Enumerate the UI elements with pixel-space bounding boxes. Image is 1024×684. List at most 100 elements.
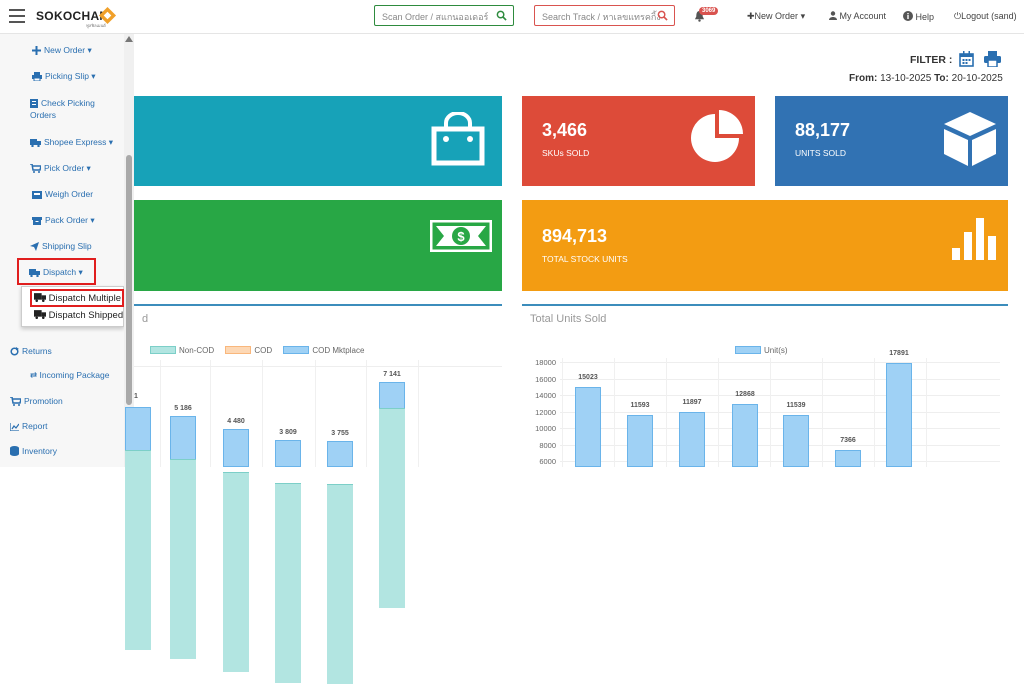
chart1-bar bbox=[125, 407, 151, 650]
chart2-y-tick: 8000 bbox=[539, 440, 556, 450]
sidebar-item-report[interactable]: Report bbox=[10, 420, 48, 432]
checklist-icon bbox=[30, 99, 38, 108]
chart2-data-label: 12868 bbox=[735, 391, 755, 399]
sidebar-item-incoming-package[interactable]: ⇄ Incoming Package bbox=[30, 369, 109, 381]
chart2-bar bbox=[783, 415, 809, 467]
sidebar-item-picking-slip[interactable]: Picking Slip ▾ bbox=[32, 70, 96, 82]
menu-item-dispatch-shipped[interactable]: Dispatch Shipped bbox=[34, 310, 123, 321]
legend-item-cod[interactable]: COD bbox=[225, 346, 272, 355]
sidebar-item-label: Dispatch bbox=[43, 267, 77, 277]
sidebar-item-label: Weigh Order bbox=[45, 189, 94, 199]
printer-icon bbox=[32, 72, 42, 81]
legend-swatch bbox=[150, 346, 176, 354]
chart1-bar-non-cod bbox=[275, 483, 301, 684]
search-icon[interactable] bbox=[657, 10, 668, 21]
sidebar-item-label: Picking Slip bbox=[45, 71, 89, 81]
sidebar-item-weigh-order[interactable]: Weigh Order bbox=[32, 188, 93, 200]
chart2-y-tick: 18000 bbox=[535, 358, 556, 367]
sidebar-item-pack-order[interactable]: Pack Order ▾ bbox=[32, 214, 95, 226]
chart1-bar bbox=[223, 428, 249, 672]
box-icon bbox=[32, 217, 42, 225]
calendar-icon[interactable] bbox=[959, 51, 975, 67]
chart2-y-tick: 14000 bbox=[535, 391, 556, 400]
help-link[interactable]: Help bbox=[903, 11, 934, 22]
skus-sold-value: 3,466 bbox=[542, 120, 588, 140]
chart1-data-label: 7 141 bbox=[383, 371, 401, 379]
sidebar-item-label: Report bbox=[22, 421, 48, 431]
stock-units-label: TOTAL STOCK UNITS bbox=[542, 254, 628, 264]
exchange-icon: ⇄ bbox=[30, 370, 38, 380]
refresh-icon bbox=[10, 347, 19, 356]
sidebar-item-label: Promotion bbox=[24, 396, 63, 406]
sidebar-item-check-picking[interactable]: Check Picking Orders bbox=[30, 97, 110, 121]
help-label: Help bbox=[915, 12, 935, 22]
send-icon bbox=[30, 242, 39, 251]
plus-icon: ✚ bbox=[747, 11, 755, 21]
legend-item-non-cod[interactable]: Non-COD bbox=[150, 346, 214, 355]
sidebar-item-returns[interactable]: Returns bbox=[10, 345, 52, 357]
search-track-input[interactable]: Search Track / หาเลขแทรคกิ้ง bbox=[534, 5, 675, 26]
chart1-grid-line bbox=[210, 360, 211, 467]
chart2-grid-line bbox=[560, 444, 1000, 446]
skus-sold-card[interactable]: 3,466 SKUs SOLD bbox=[522, 96, 755, 186]
sidebar-item-new-order[interactable]: New Order ▾ bbox=[32, 44, 92, 56]
sidebar-item-inventory[interactable]: Inventory bbox=[10, 445, 57, 457]
date-range: From: 13-10-2025 To: 20-10-2025 bbox=[849, 73, 1003, 84]
search-icon[interactable] bbox=[496, 10, 507, 21]
orders-card[interactable] bbox=[134, 96, 502, 186]
caret-down-icon: ▾ bbox=[800, 11, 806, 21]
brand-logo-icon bbox=[98, 6, 117, 25]
brand-logo-text: SOKOCHAN bbox=[36, 9, 109, 23]
chart2-legend: Unit(s) bbox=[735, 346, 788, 355]
chart2-bar bbox=[732, 404, 758, 467]
sidebar-item-label: Pick Order bbox=[44, 163, 85, 173]
legend-label: Non-COD bbox=[179, 346, 215, 355]
chart2-grid-line bbox=[770, 358, 771, 467]
chart1-grid-line bbox=[315, 360, 316, 467]
sidebar-item-shipping-slip[interactable]: Shipping Slip bbox=[30, 240, 92, 252]
cube-icon bbox=[944, 112, 996, 166]
chart2-grid-line bbox=[560, 378, 1000, 380]
chart1-grid-line bbox=[418, 360, 419, 467]
to-date: 20-10-2025 bbox=[951, 73, 1003, 84]
legend-item-cod-mktplace[interactable]: COD Mktplace bbox=[283, 346, 364, 355]
new-order-menu[interactable]: ✚New Order ▾ bbox=[747, 11, 805, 22]
chart2-grid-line bbox=[562, 358, 563, 467]
scroll-up-arrow-icon[interactable] bbox=[125, 36, 133, 42]
chart2-y-tick: 16000 bbox=[535, 374, 556, 384]
chart1-grid-line bbox=[134, 366, 502, 367]
sidebar-item-pick-order[interactable]: Pick Order ▾ bbox=[30, 162, 91, 174]
chart2-y-tick: 10000 bbox=[535, 424, 556, 433]
sidebar-item-label: Pack Order bbox=[45, 215, 88, 225]
chart2-grid-line bbox=[560, 395, 1000, 396]
chart2-bar bbox=[627, 414, 653, 467]
chart1-data-label: 3 755 bbox=[331, 430, 349, 438]
sidebar-item-promotion[interactable]: Promotion bbox=[10, 395, 63, 407]
scrollbar-thumb[interactable] bbox=[126, 155, 132, 405]
total-units-chart-panel: Total Units Sold bbox=[522, 304, 1008, 467]
legend-swatch bbox=[735, 346, 761, 354]
stock-units-card[interactable]: 894,713 TOTAL STOCK UNITS bbox=[522, 200, 1008, 291]
chart2-bar bbox=[679, 412, 705, 467]
chart2-grid-line bbox=[666, 358, 667, 467]
printer-icon[interactable] bbox=[984, 51, 1002, 68]
sidebar-item-shopee-express[interactable]: Shopee Express ▾ bbox=[30, 136, 113, 148]
money-icon: $ bbox=[430, 220, 492, 252]
chart1-data-label: 4 480 bbox=[227, 417, 245, 425]
scan-order-input[interactable]: Scan Order / สแกนออเดอร์ bbox=[374, 5, 514, 26]
hamburger-menu-icon[interactable] bbox=[9, 9, 25, 23]
menu-item-label: Dispatch Multiple bbox=[48, 293, 121, 304]
revenue-card[interactable]: $ bbox=[134, 200, 502, 291]
legend-swatch bbox=[225, 346, 252, 354]
stock-units-value: 894,713 bbox=[542, 226, 608, 246]
truck-icon bbox=[29, 269, 40, 277]
sidebar-item-dispatch[interactable]: Dispatch ▾ bbox=[29, 266, 83, 278]
chart1-data-label: 5 186 bbox=[174, 405, 192, 413]
sidebar-item-label: Shipping Slip bbox=[42, 241, 92, 251]
menu-item-dispatch-multiple[interactable]: Dispatch Multiple bbox=[34, 293, 121, 304]
my-account-link[interactable]: My Account bbox=[829, 11, 886, 21]
new-order-label: New Order bbox=[754, 11, 799, 21]
legend-item-units[interactable]: Unit(s) bbox=[735, 346, 788, 355]
units-sold-card[interactable]: 88,177 UNITS SOLD bbox=[775, 96, 1008, 186]
logout-link[interactable]: ⏻Logout (sand) bbox=[954, 11, 1017, 22]
